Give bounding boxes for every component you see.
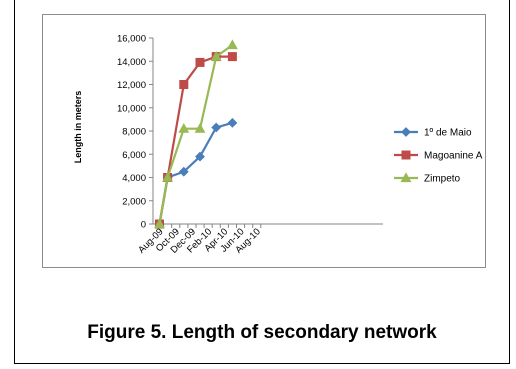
legend-item: Zimpeto [394,172,461,185]
data-point [227,117,238,128]
series-line [158,55,233,225]
data-point [179,80,189,89]
y-tick-labels: 0 2,000 4,000 6,000 8,000 10,000 12,000 14,000 1… [117,34,146,231]
y-axis-title: Length in meters [73,91,83,164]
chart-area: 0 2,000 4,000 6,000 8,000 10,000 12,000 14,000 1… [42,14,486,268]
data-point [227,52,237,62]
legend-item: 1º de Maio [394,127,472,139]
data-point [210,50,222,61]
y-tick-label: 0 [141,220,146,231]
data-point [162,171,174,182]
data-point [195,151,205,162]
series-line [158,44,234,225]
series-3 [154,39,238,229]
y-tick-label: 14,000 [117,57,146,68]
figure-caption: Figure 5. Length of secondary network [87,322,437,343]
legend-label: Magoanine A [424,151,483,162]
line-chart: 0 2,000 4,000 6,000 8,000 10,000 12,000 14,000 1… [73,34,483,256]
y-tick-label: 6,000 [122,150,146,161]
y-tick-label: 8,000 [122,127,146,138]
data-point [178,166,189,177]
y-tick-label: 16,000 [117,34,146,45]
data-point [211,122,222,133]
data-point [194,123,206,133]
data-point [154,218,165,229]
data-point [226,39,238,50]
data-point [401,127,411,137]
legend-label: Zimpeto [424,174,461,185]
data-point [195,57,205,67]
y-tick-label: 12,000 [117,80,146,91]
series-group [154,39,238,229]
y-tick-label: 10,000 [117,103,146,114]
data-point [400,172,412,183]
legend-label: 1º de Maio [424,128,472,139]
data-point [178,123,190,133]
axes [149,37,383,228]
series-2 [155,52,237,229]
x-tick-labels: Aug-09Oct-09Dec-09Feb-10Apr-10Jun-10Aug-… [136,226,263,255]
y-tick-label: 4,000 [122,173,146,184]
y-tick-label: 2,000 [122,196,146,207]
figure-frame: 0 2,000 4,000 6,000 8,000 10,000 12,000 14,000 1… [14,0,510,364]
legend-item: Magoanine A [394,150,483,162]
legend: 1º de Maio Magoanine A Zimpeto [394,127,483,185]
data-point [401,150,411,160]
